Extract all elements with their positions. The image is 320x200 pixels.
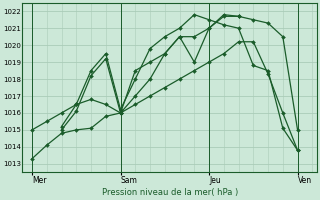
X-axis label: Pression niveau de la mer( hPa ): Pression niveau de la mer( hPa ) [101, 188, 238, 197]
